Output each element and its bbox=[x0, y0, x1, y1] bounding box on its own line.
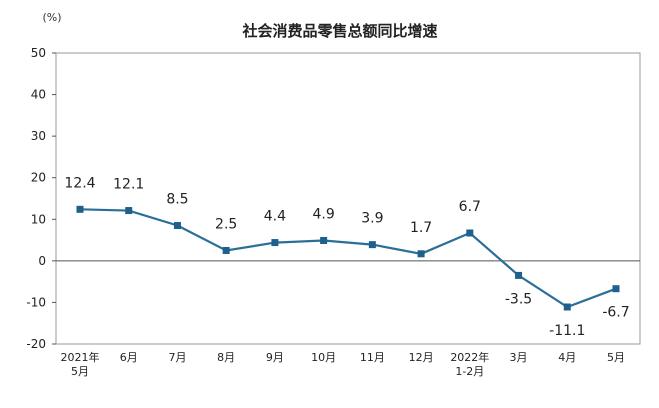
series-line bbox=[79, 208, 617, 309]
x-tick-label: 12月 bbox=[409, 351, 434, 364]
data-label: 12.1 bbox=[113, 177, 144, 193]
data-label: 4.9 bbox=[313, 206, 335, 222]
data-points bbox=[76, 205, 620, 311]
x-tick-label: 11月 bbox=[360, 351, 385, 364]
y-tick-label: 40 bbox=[31, 88, 46, 102]
data-point bbox=[320, 236, 328, 244]
data-label: 6.7 bbox=[459, 199, 481, 215]
data-point bbox=[515, 271, 523, 279]
data-point bbox=[417, 250, 425, 258]
y-tick-label: 30 bbox=[31, 129, 46, 143]
plot-area bbox=[55, 52, 641, 345]
x-tick-label: 7月 bbox=[168, 351, 186, 364]
data-point bbox=[466, 229, 474, 237]
x-tick-label: 1-2月 bbox=[455, 365, 484, 378]
y-tick-label: -20 bbox=[26, 337, 46, 351]
chart-title: 社会消费品零售总额同比增速 bbox=[241, 22, 437, 40]
y-tick-label: 0 bbox=[38, 254, 46, 268]
y-tick-label: 10 bbox=[31, 212, 46, 226]
y-tick-label: 20 bbox=[31, 171, 46, 185]
y-unit-label: (%) bbox=[42, 11, 61, 24]
data-point bbox=[368, 241, 376, 249]
x-tick-label: 2022年 bbox=[450, 350, 489, 364]
data-point bbox=[563, 303, 571, 311]
data-label: 1.7 bbox=[410, 220, 432, 236]
data-point bbox=[173, 222, 181, 230]
data-label: 4.4 bbox=[264, 209, 286, 225]
x-tick-label: 2021年 bbox=[61, 350, 100, 364]
x-tick-label: 5月 bbox=[71, 365, 89, 378]
x-tick-label: 9月 bbox=[266, 351, 284, 364]
x-tick-label: 3月 bbox=[510, 351, 528, 364]
x-tick-label: 5月 bbox=[607, 351, 625, 364]
x-tick-label: 8月 bbox=[217, 351, 235, 364]
data-point bbox=[271, 239, 279, 247]
data-label: 3.9 bbox=[361, 211, 383, 227]
x-tick-label: 4月 bbox=[558, 351, 576, 364]
data-label: 8.5 bbox=[166, 192, 188, 208]
y-axis: -20 -10 0 10 20 30 40 50 bbox=[26, 46, 56, 351]
y-tick-label: 50 bbox=[31, 46, 46, 60]
x-tick-label: 10月 bbox=[311, 351, 336, 364]
data-labels: 12.4 12.1 8.5 2.5 4.4 4.9 3.9 1.7 6.7 -3.5 -11.1 -6… bbox=[64, 175, 629, 339]
x-tick-label: 6月 bbox=[120, 351, 138, 364]
data-label: -11.1 bbox=[549, 323, 585, 339]
data-point bbox=[76, 205, 84, 213]
data-point bbox=[222, 246, 230, 254]
data-label: 2.5 bbox=[215, 216, 237, 232]
data-label: -3.5 bbox=[505, 291, 532, 307]
data-point bbox=[612, 285, 620, 293]
y-tick-label: -10 bbox=[26, 295, 46, 309]
data-point bbox=[125, 207, 133, 215]
data-label: -6.7 bbox=[602, 305, 629, 321]
data-label: 12.4 bbox=[64, 175, 95, 191]
